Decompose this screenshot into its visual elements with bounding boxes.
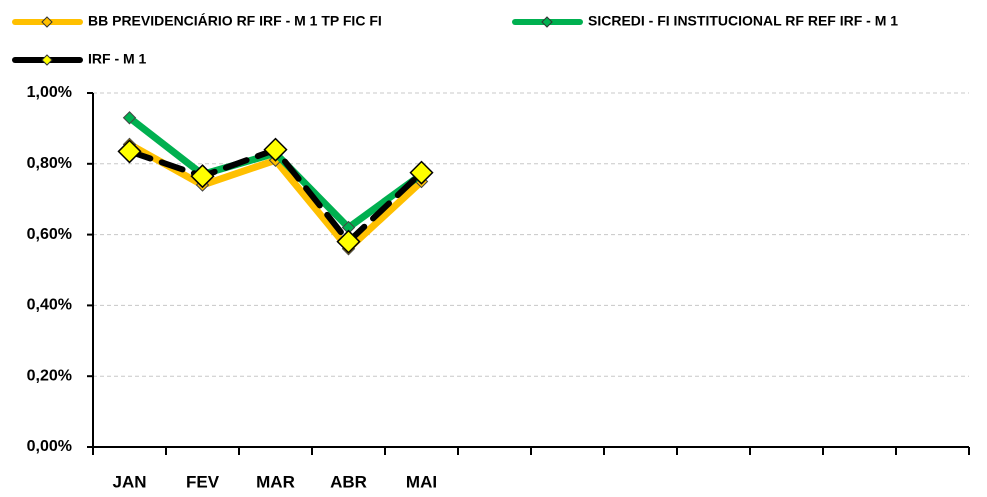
legend-marker bbox=[41, 54, 53, 66]
marker bbox=[409, 160, 434, 185]
legend-label: BB PREVIDENCIÁRIO RF IRF - M 1 TP FIC FI bbox=[88, 13, 382, 29]
legend-marker bbox=[41, 16, 53, 28]
y-tick-label: 0,60% bbox=[27, 226, 72, 243]
legend-label: SICREDI - FI INSTITUCIONAL RF REF IRF - … bbox=[588, 13, 898, 29]
y-tick-label: 0,40% bbox=[27, 297, 72, 314]
legend-marker bbox=[541, 16, 553, 28]
marker bbox=[190, 164, 215, 189]
legend-label: IRF - M 1 bbox=[88, 51, 147, 67]
y-tick-label: 1,00% bbox=[27, 84, 72, 101]
y-tick-label: 0,00% bbox=[27, 438, 72, 455]
x-tick-label: JAN bbox=[112, 472, 146, 491]
marker bbox=[117, 139, 142, 164]
x-tick-label: FEV bbox=[186, 472, 220, 491]
x-tick-label: MAR bbox=[256, 472, 295, 491]
marker bbox=[122, 111, 137, 125]
marker bbox=[263, 137, 288, 162]
marker bbox=[336, 229, 361, 254]
y-tick-label: 0,20% bbox=[27, 367, 72, 384]
x-tick-label: MAI bbox=[406, 472, 437, 491]
x-tick-label: ABR bbox=[330, 472, 367, 491]
y-tick-label: 0,80% bbox=[27, 155, 72, 172]
